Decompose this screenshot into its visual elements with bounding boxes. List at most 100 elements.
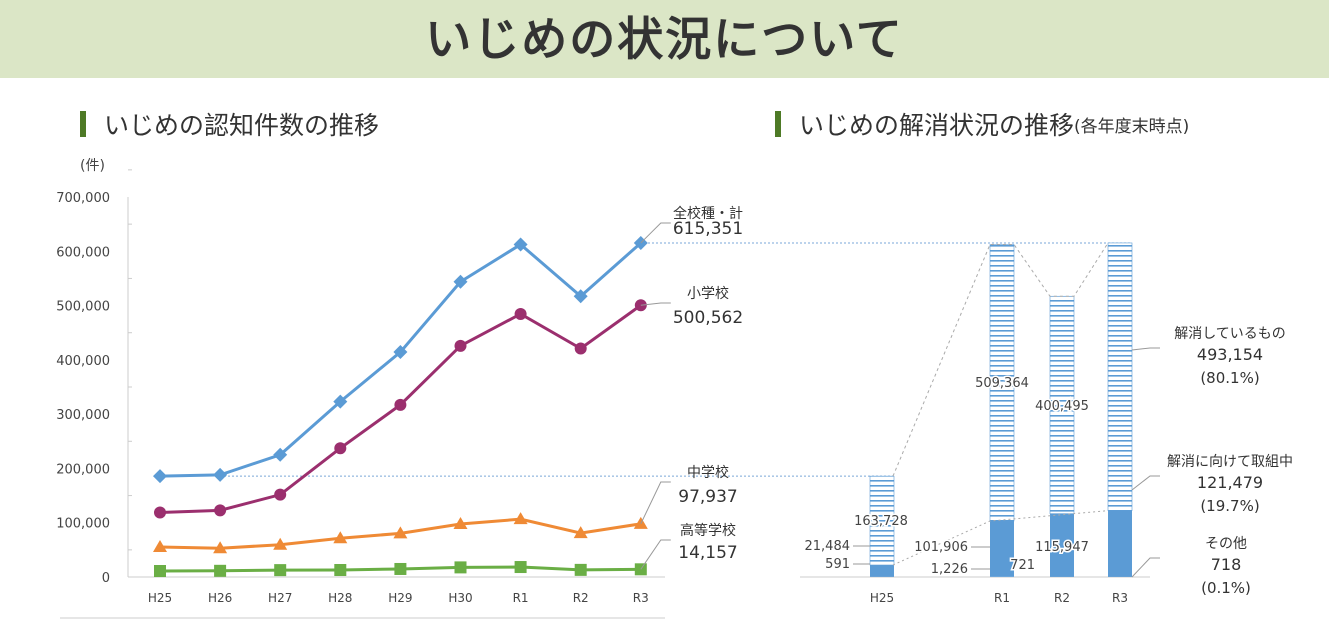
series-value-label: 97,937 bbox=[678, 487, 737, 507]
y-tick-label: 100,000 bbox=[56, 517, 110, 532]
y-tick-label: 0 bbox=[102, 571, 110, 586]
x-tick-label: H27 bbox=[268, 591, 292, 605]
data-point-triangle bbox=[153, 540, 167, 553]
x-tick-label: R3 bbox=[633, 591, 649, 605]
data-point-square bbox=[334, 564, 347, 577]
legend-resolved-value: 493,154 bbox=[1197, 345, 1263, 364]
left-heading: いじめの認知件数の推移 bbox=[80, 106, 379, 142]
legend-other-value: 718 bbox=[1211, 555, 1242, 574]
bar-segment-1 bbox=[990, 521, 1014, 577]
bar-value-label: 591 bbox=[825, 557, 850, 572]
legend-leader bbox=[1131, 557, 1160, 578]
series-name-label: 全校種・計 bbox=[673, 205, 743, 222]
data-point-diamond bbox=[573, 289, 588, 304]
bar-x-label: R3 bbox=[1112, 591, 1128, 605]
bar-value-label: 163,728 bbox=[854, 514, 908, 529]
y-tick-label: 500,000 bbox=[56, 300, 110, 315]
data-point-circle bbox=[274, 488, 287, 501]
bar-value-label: 1,226 bbox=[931, 562, 968, 577]
data-point-triangle bbox=[453, 516, 468, 529]
legend-other-name: その他 bbox=[1205, 536, 1247, 552]
right-heading-text: いじめの解消状況の推移 bbox=[799, 111, 1075, 140]
right-heading-note: (各年度末時点) bbox=[1074, 116, 1190, 137]
series-name-label: 小学校 bbox=[687, 285, 729, 302]
data-point-diamond bbox=[273, 447, 288, 462]
data-point-circle bbox=[394, 398, 407, 411]
x-tick-label: H28 bbox=[328, 591, 352, 605]
series-value-label: 500,562 bbox=[673, 308, 743, 328]
data-point-square bbox=[274, 564, 287, 577]
bar-value-label: 101,906 bbox=[914, 540, 968, 555]
y-tick-label: 600,000 bbox=[56, 245, 110, 260]
bar-x-label: R1 bbox=[994, 591, 1010, 605]
series-value-label: 14,157 bbox=[678, 543, 737, 563]
legend-other-percent: (0.1%) bbox=[1201, 579, 1251, 597]
data-point-triangle bbox=[573, 526, 588, 539]
data-point-square bbox=[454, 561, 467, 574]
bar-x-label: R2 bbox=[1054, 591, 1070, 605]
data-point-triangle bbox=[393, 526, 408, 539]
page-title: いじめの状況について bbox=[425, 12, 904, 66]
heading-marker bbox=[775, 111, 781, 137]
bar-segment-2 bbox=[869, 475, 895, 566]
bar-connector bbox=[892, 242, 1109, 477]
series-value-label: 615,351 bbox=[673, 219, 743, 239]
bar-value-label: 115,947 bbox=[1035, 540, 1089, 555]
x-tick-label: H29 bbox=[388, 591, 412, 605]
bar-segment-2 bbox=[1049, 295, 1075, 514]
x-tick-label: R1 bbox=[513, 591, 529, 605]
data-point-circle bbox=[214, 504, 227, 517]
series-name-label: 高等学校 bbox=[680, 522, 736, 539]
data-point-triangle bbox=[333, 531, 348, 544]
data-point-square bbox=[514, 561, 527, 574]
x-tick-label: H25 bbox=[148, 591, 172, 605]
series-name-label: 中学校 bbox=[687, 464, 729, 481]
legend-leader bbox=[1131, 475, 1160, 491]
data-point-circle bbox=[454, 339, 467, 352]
legend-in-progress-percent: (19.7%) bbox=[1200, 497, 1259, 515]
bar-segment-0 bbox=[990, 576, 1014, 577]
legend-in-progress-value: 121,479 bbox=[1197, 473, 1263, 492]
data-point-triangle bbox=[513, 512, 528, 525]
data-point-square bbox=[394, 562, 407, 575]
data-point-square bbox=[154, 565, 166, 578]
series-label-leader bbox=[640, 481, 671, 525]
y-tick-label: 400,000 bbox=[56, 354, 110, 369]
bar-value-label: 21,484 bbox=[805, 539, 851, 554]
legend-leader bbox=[1131, 347, 1160, 351]
legend-in-progress-name: 解消に向けて取組中 bbox=[1167, 454, 1293, 470]
data-point-square bbox=[574, 563, 587, 576]
left-heading-text: いじめの認知件数の推移 bbox=[104, 111, 380, 140]
data-point-triangle bbox=[273, 537, 288, 550]
line-series-0 bbox=[159, 241, 642, 478]
data-point-diamond bbox=[333, 394, 348, 409]
data-point-diamond bbox=[213, 467, 228, 482]
data-point-circle bbox=[514, 307, 527, 320]
legend-resolved-name: 解消しているもの bbox=[1174, 326, 1286, 342]
title-banner: いじめの状況について bbox=[0, 0, 1329, 78]
y-tick-label: 700,000 bbox=[56, 191, 110, 206]
series-label-leader bbox=[640, 539, 671, 570]
data-point-diamond bbox=[513, 237, 528, 252]
series-label-leader bbox=[640, 222, 671, 244]
bar-value-label: 509,364 bbox=[975, 376, 1029, 391]
x-tick-label: R2 bbox=[573, 591, 589, 605]
data-point-diamond bbox=[393, 345, 408, 360]
bar-segment-1 bbox=[1108, 510, 1132, 577]
x-tick-label: H26 bbox=[208, 591, 232, 605]
data-point-diamond bbox=[153, 469, 167, 484]
bar-segment-2 bbox=[1107, 242, 1133, 511]
legend-resolved-percent: (80.1%) bbox=[1200, 369, 1259, 387]
bar-segment-1 bbox=[1050, 513, 1074, 577]
heading-marker bbox=[80, 111, 86, 137]
y-axis-unit: (件) bbox=[80, 158, 105, 174]
right-heading: いじめの解消状況の推移 (各年度末時点) bbox=[775, 106, 1189, 142]
bar-value-label: 400,495 bbox=[1035, 399, 1089, 414]
bar-x-label: H25 bbox=[870, 591, 894, 605]
x-tick-label: H30 bbox=[448, 591, 472, 605]
y-tick-label: 200,000 bbox=[56, 462, 110, 477]
data-point-circle bbox=[154, 506, 166, 519]
series-label-leader bbox=[640, 302, 671, 306]
bar-value-label: 721 bbox=[1010, 558, 1035, 573]
